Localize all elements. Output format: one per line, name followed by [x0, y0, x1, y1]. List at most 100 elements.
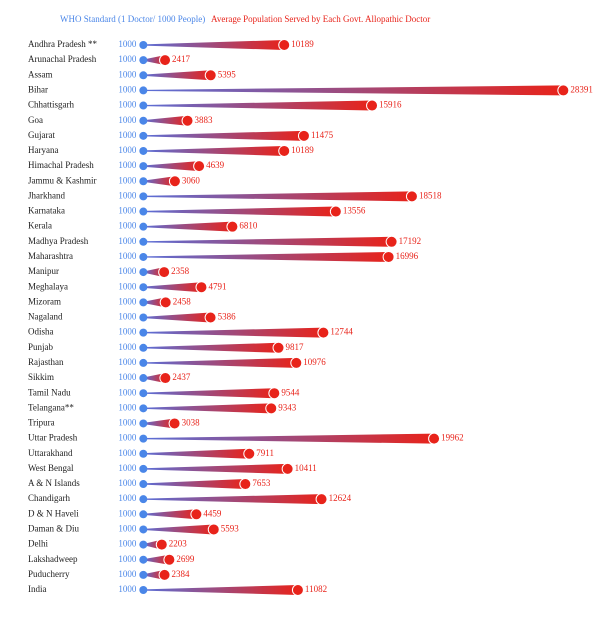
- avg-dot: [158, 568, 171, 581]
- avg-label: 11082: [305, 584, 327, 594]
- avg-dot: [163, 553, 176, 566]
- who-dot: [139, 374, 148, 383]
- wedge: [143, 403, 272, 414]
- wedge: [143, 448, 250, 459]
- category-label: Odisha: [28, 327, 54, 337]
- who-dot: [139, 510, 148, 519]
- avg-label: 10411: [295, 463, 317, 473]
- who-dot: [139, 177, 148, 186]
- avg-dot: [155, 538, 168, 551]
- who-dot: [139, 71, 148, 80]
- who-dot: [139, 358, 148, 367]
- avg-label: 3038: [182, 418, 201, 428]
- avg-dot: [291, 584, 304, 596]
- avg-label: 9544: [281, 387, 300, 397]
- who-dot: [139, 192, 148, 201]
- who-label: 1000: [118, 296, 137, 306]
- category-label: Rajasthan: [28, 357, 64, 367]
- who-label: 1000: [118, 508, 137, 518]
- who-label: 1000: [118, 160, 137, 170]
- avg-dot: [315, 493, 328, 506]
- wedge: [143, 236, 392, 247]
- who-label: 1000: [118, 115, 137, 125]
- wedge: [143, 130, 304, 141]
- wedge: [143, 479, 246, 490]
- avg-label: 10976: [303, 357, 326, 367]
- who-label: 1000: [118, 206, 137, 216]
- who-label: 1000: [118, 236, 137, 246]
- wedge: [143, 342, 279, 353]
- avg-dot: [278, 39, 291, 51]
- who-label: 1000: [118, 584, 137, 594]
- avg-label: 6810: [239, 221, 257, 231]
- wedge: [143, 373, 166, 384]
- who-dot: [139, 540, 148, 549]
- avg-dot: [329, 205, 342, 218]
- avg-label: 11475: [311, 130, 334, 140]
- avg-dot: [278, 144, 291, 157]
- category-label: A & N Islands: [28, 478, 80, 488]
- avg-dot: [405, 190, 418, 203]
- avg-label: 28391: [570, 84, 593, 94]
- category-label: Arunachal Pradesh: [28, 54, 97, 64]
- avg-dot: [181, 114, 194, 127]
- who-dot: [139, 449, 148, 458]
- avg-label: 15916: [379, 100, 402, 110]
- who-dot: [139, 222, 148, 231]
- avg-dot: [190, 508, 203, 521]
- wedge: [143, 297, 166, 308]
- avg-dot: [366, 99, 379, 112]
- avg-label: 18518: [419, 190, 442, 200]
- who-label: 1000: [118, 251, 137, 261]
- avg-dot: [297, 129, 310, 142]
- wedge: [143, 70, 211, 81]
- avg-dot: [159, 372, 172, 385]
- who-label: 1000: [118, 418, 137, 428]
- category-label: Tripura: [28, 418, 55, 428]
- who-label: 1000: [118, 130, 137, 140]
- who-dot: [139, 555, 148, 564]
- avg-dot: [204, 311, 217, 324]
- wedge: [143, 312, 211, 323]
- wedge: [143, 554, 170, 565]
- avg-dot: [195, 281, 208, 294]
- who-label: 1000: [118, 221, 137, 231]
- who-label: 1000: [118, 387, 137, 397]
- wedge: [143, 388, 275, 399]
- who-dot: [139, 464, 148, 473]
- avg-label: 9817: [286, 342, 305, 352]
- category-label: Assam: [28, 69, 53, 79]
- wedge: [143, 40, 285, 50]
- category-label: Mizoram: [28, 296, 61, 306]
- avg-label: 5593: [221, 524, 240, 534]
- wedge: [143, 145, 285, 156]
- avg-label: 2384: [172, 569, 191, 579]
- wedge: [143, 221, 233, 232]
- category-label: Maharashtra: [28, 251, 73, 261]
- who-label: 1000: [118, 145, 137, 155]
- who-dot: [139, 480, 148, 489]
- who-label: 1000: [118, 569, 137, 579]
- wedge: [143, 509, 197, 520]
- category-label: West Bengal: [28, 463, 74, 473]
- who-label: 1000: [118, 357, 137, 367]
- category-label: Bihar: [28, 84, 48, 94]
- who-label: 1000: [118, 342, 137, 352]
- avg-label: 17192: [399, 236, 422, 246]
- who-label: 1000: [118, 524, 137, 534]
- category-label: Uttar Pradesh: [28, 433, 78, 443]
- category-label: Karnataka: [28, 206, 65, 216]
- category-label: D & N Haveli: [28, 508, 79, 518]
- category-label: Madhya Pradesh: [28, 236, 89, 246]
- category-label: Manipur: [28, 266, 59, 276]
- category-label: Sikkim: [28, 372, 54, 382]
- wedge: [143, 433, 435, 444]
- avg-dot: [158, 266, 171, 279]
- avg-label: 9343: [278, 402, 297, 412]
- avg-dot: [168, 417, 181, 430]
- who-dot: [139, 419, 148, 428]
- avg-label: 16996: [396, 251, 419, 261]
- category-label: Nagaland: [28, 312, 63, 322]
- who-label: 1000: [118, 463, 137, 473]
